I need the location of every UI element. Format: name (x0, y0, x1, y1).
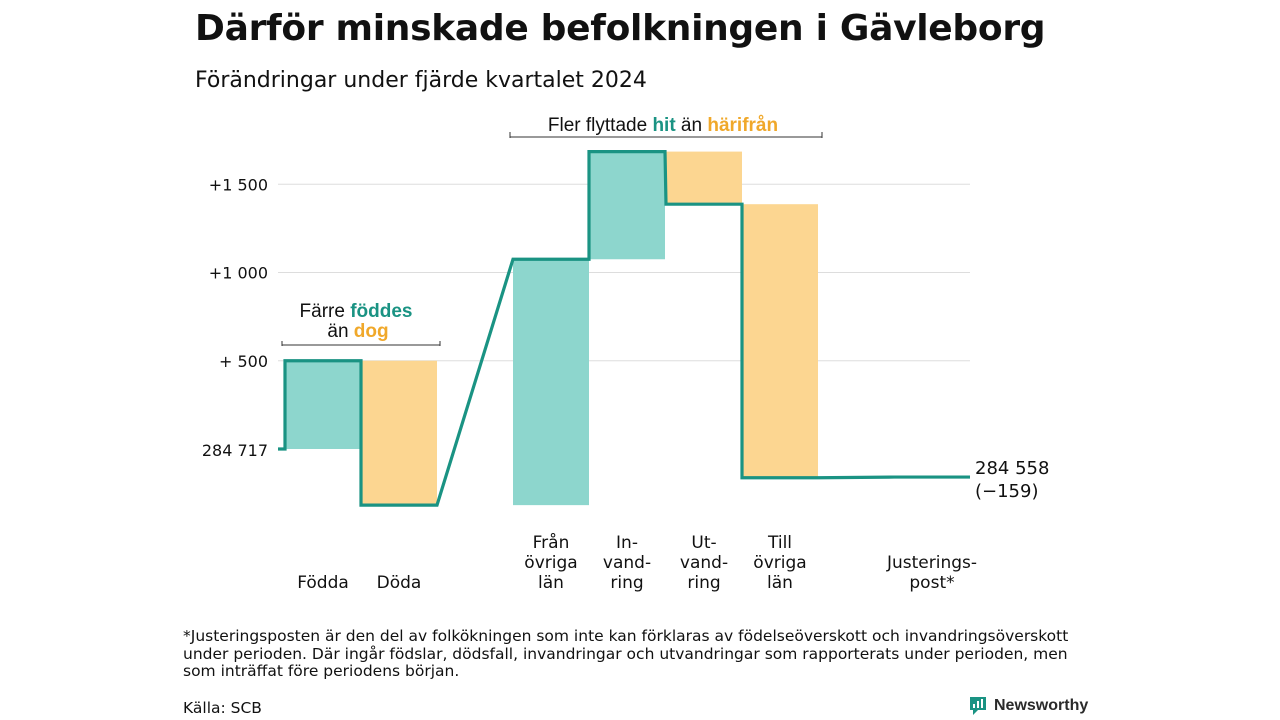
migration-bracket (509, 132, 823, 138)
category-label-2: Från övriga län (524, 532, 577, 593)
y-tick-label: +1 500 (209, 175, 268, 194)
migration-annotation: Fler flyttade hit än härifrån (548, 115, 778, 136)
births-annotation-line2: än dog (327, 321, 388, 342)
category-label-1: Döda (377, 573, 422, 593)
bar-0 (285, 360, 361, 449)
bar-4 (666, 151, 742, 205)
births-annotation-line1: Färre föddes (300, 301, 413, 322)
brand-logo: Newsworthy (968, 695, 1088, 717)
category-label-5: Till övriga län (753, 533, 806, 593)
y-tick-label: +1 000 (209, 264, 268, 283)
source-note: Källa: SCB (183, 699, 262, 717)
end-value-label: 284 558 (975, 458, 1049, 479)
y-tick-label: + 500 (219, 352, 268, 371)
footnote: *Justeringsposten är den del av folkökni… (183, 627, 1069, 680)
bars (285, 151, 818, 506)
end-change-label: (−159) (975, 481, 1038, 502)
category-label-3: In-vand-ring (603, 533, 651, 593)
brand-name: Newsworthy (994, 697, 1089, 714)
category-label-0: Födda (297, 573, 349, 593)
births-bracket (281, 341, 441, 346)
bar-1 (361, 360, 437, 506)
step-line (278, 149, 970, 507)
newsworthy-logo-icon (970, 697, 986, 715)
labels: + 500 +1 000 +1 500 284 717 284 558(−159) Föd… (202, 115, 1050, 593)
category-label-4: Ut-vand-ring (680, 533, 728, 593)
bar-2 (513, 259, 589, 506)
bar-5 (742, 204, 818, 478)
waterfall-step-line (278, 149, 970, 507)
waterfall-chart: + 500 +1 000 +1 500 284 717 284 558(−159) Föd… (202, 115, 1050, 593)
chart-title: Därför minskade befolkningen i Gävleborg (195, 8, 1046, 49)
category-label-6: Justerings-post* (886, 553, 977, 593)
bar-3 (589, 151, 665, 260)
chart-subtitle: Förändringar under fjärde kvartalet 2024 (195, 68, 647, 93)
start-value-label: 284 717 (202, 441, 268, 460)
